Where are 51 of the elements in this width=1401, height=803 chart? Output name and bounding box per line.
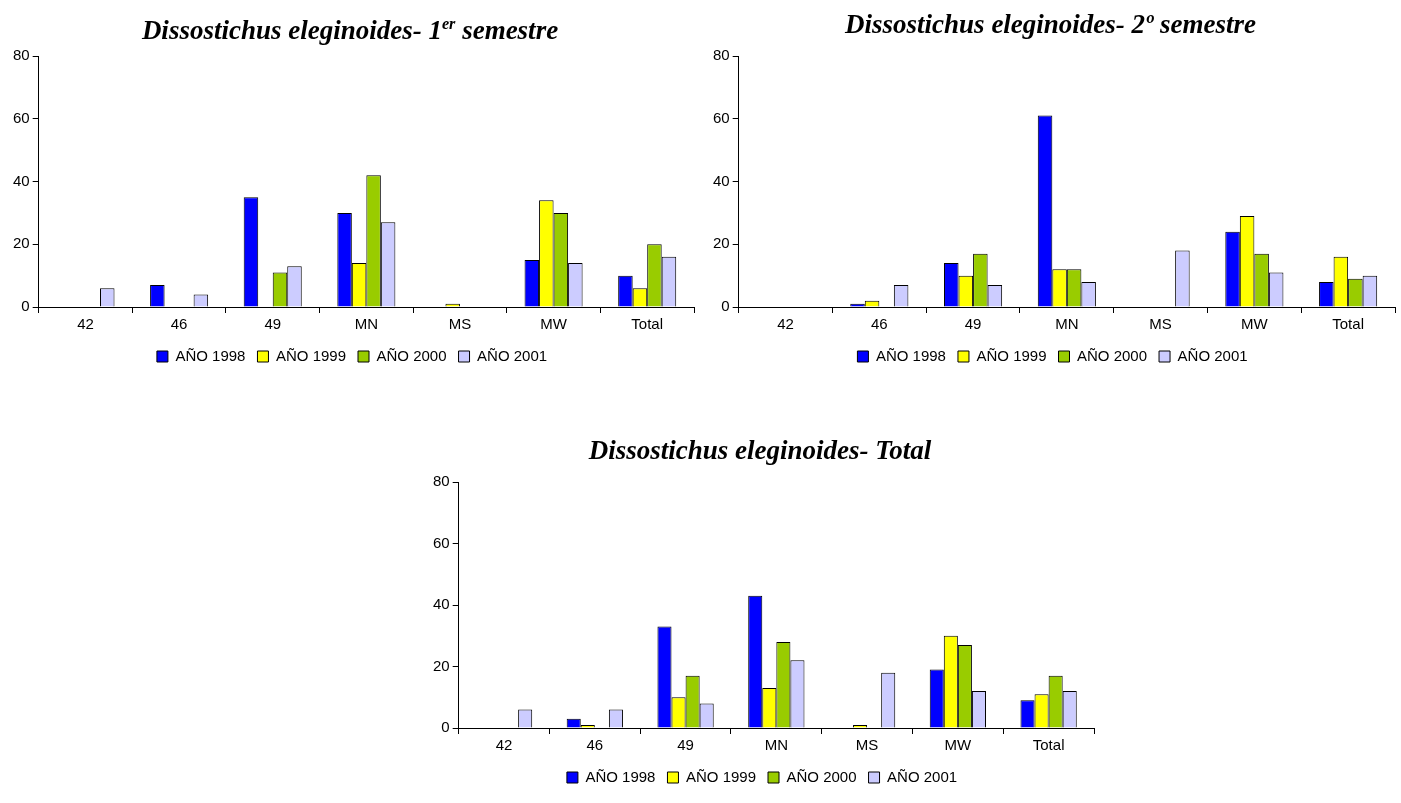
legend-label: AÑO 2000 xyxy=(1077,346,1148,364)
y-tick-label: 40 xyxy=(13,171,30,189)
x-tick-label: Total xyxy=(631,315,664,333)
legend-label: AÑO 2001 xyxy=(887,767,958,785)
y-tick-label: 20 xyxy=(433,656,450,674)
x-tick-label: MW xyxy=(540,315,568,333)
y-tick-label: 60 xyxy=(13,108,30,126)
legend-label: AÑO 1999 xyxy=(275,346,347,364)
y-tick-label: 40 xyxy=(713,171,730,189)
legend-label: AÑO 2001 xyxy=(477,346,548,364)
x-tick-label: 46 xyxy=(586,736,604,754)
legend-label: AÑO 2001 xyxy=(1177,346,1248,364)
y-tick-label: 80 xyxy=(713,46,730,64)
legend-label: AÑO 1998 xyxy=(585,767,656,785)
x-tick-label: MS xyxy=(855,736,879,754)
chart-title: Dissostichus eleginoides- Total xyxy=(587,434,933,467)
x-tick-label: 46 xyxy=(170,315,188,333)
x-tick-label: 42 xyxy=(495,736,513,754)
x-tick-label: MN xyxy=(1055,315,1079,333)
x-tick-label: MW xyxy=(944,736,973,754)
x-tick-label: 49 xyxy=(264,315,282,333)
y-tick-label: 0 xyxy=(441,718,450,736)
x-tick-label: 42 xyxy=(77,315,94,333)
chart-title: Dissostichus eleginoides- 1$^{er}$ semestre xyxy=(140,14,560,45)
y-tick-label: 20 xyxy=(713,234,730,252)
x-tick-label: MN xyxy=(354,315,379,333)
legend-label: AÑO 1999 xyxy=(685,767,757,785)
y-tick-label: 0 xyxy=(721,297,730,315)
legend-label: AÑO 2000 xyxy=(786,767,857,785)
legend-label: AÑO 1998 xyxy=(175,346,246,364)
x-tick-label: Total xyxy=(1332,315,1364,333)
chart-title: Dissostichus eleginoides- 2º semestre xyxy=(844,8,1257,41)
x-tick-label: MS xyxy=(1149,315,1172,333)
x-tick-label: 42 xyxy=(777,315,794,333)
y-tick-label: 80 xyxy=(433,472,450,490)
y-tick-label: 40 xyxy=(433,595,450,613)
legend-label: AÑO 1999 xyxy=(976,346,1047,364)
x-tick-label: MN xyxy=(764,736,789,754)
x-tick-label: 46 xyxy=(870,315,888,333)
y-tick-label: 0 xyxy=(21,297,30,315)
x-tick-label: 49 xyxy=(677,736,694,754)
x-tick-label: 49 xyxy=(964,315,982,333)
legend-label: AÑO 2000 xyxy=(376,346,447,364)
y-tick-label: 20 xyxy=(13,234,30,252)
x-tick-label: Total xyxy=(1032,736,1065,754)
y-tick-label: 60 xyxy=(713,108,730,126)
x-tick-label: MS xyxy=(448,315,472,333)
y-tick-label: 60 xyxy=(433,533,450,551)
legend-label: AÑO 1998 xyxy=(875,346,946,364)
x-tick-label: MW xyxy=(1241,315,1269,333)
y-tick-label: 80 xyxy=(13,46,30,64)
